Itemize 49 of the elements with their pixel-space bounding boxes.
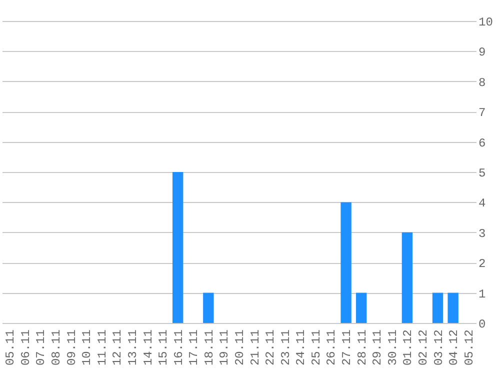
y-tick-label: 3 [478, 226, 486, 241]
x-tick-label: 19.11 [218, 330, 232, 366]
x-tick-label: 14.11 [141, 330, 156, 366]
y-tick-label: 1 [478, 287, 486, 302]
bar [356, 292, 367, 323]
y-tick-label: 9 [478, 46, 486, 60]
x-tick-label: 26.11 [324, 330, 339, 366]
x-tick-label: 10.11 [80, 330, 94, 366]
x-tick-label: 16.11 [172, 330, 186, 366]
x-tick-label: 09.11 [64, 330, 79, 366]
y-tick-label: 5 [478, 166, 486, 180]
bar [172, 172, 184, 323]
x-tick-label: 11.11 [95, 330, 110, 366]
x-tick-label: 29.11 [370, 330, 385, 366]
y-tick-label: 7 [478, 106, 486, 120]
x-tick-label: 23.11 [278, 330, 293, 366]
x-tick-label: 06.11 [18, 330, 33, 366]
bar [432, 292, 444, 323]
y-tick-label: 4 [478, 196, 486, 211]
y-tick-label: 8 [478, 76, 486, 90]
x-tick-label: 02.12 [416, 330, 430, 366]
x-tick-label: 28.11 [355, 330, 370, 366]
y-tick-label: 2 [478, 257, 486, 272]
x-tick-label: 24.11 [294, 330, 308, 366]
bar [340, 202, 352, 323]
y-tick-label: 0 [478, 318, 486, 332]
x-tick-label: 13.11 [126, 330, 140, 366]
x-tick-label: 15.11 [156, 330, 171, 366]
x-tick-label: 22.11 [264, 330, 278, 366]
x-tick-label: 04.12 [447, 330, 462, 366]
x-tick-label: 20.11 [233, 330, 247, 366]
bar [402, 232, 413, 323]
x-tick-label: 27.11 [340, 330, 354, 366]
bar [448, 292, 458, 323]
x-tick-label: 21.11 [248, 330, 262, 366]
x-tick-label: 05.11 [4, 330, 18, 366]
x-tick-label: 05.12 [462, 330, 476, 366]
x-tick-label: 12.11 [110, 330, 125, 366]
x-tick-label: 17.11 [187, 330, 202, 366]
x-tick-label: 08.11 [50, 330, 64, 366]
x-tick-label: 25.11 [309, 330, 324, 366]
x-tick-label: 30.11 [386, 330, 400, 366]
x-tick-label: 18.11 [202, 330, 216, 366]
x-tick-label: 03.12 [432, 330, 446, 366]
bar [203, 292, 214, 323]
y-tick-label: 6 [478, 136, 486, 150]
y-tick-label: 10 [478, 16, 493, 30]
x-tick-label: 07.11 [34, 330, 48, 366]
x-tick-label: 01.12 [401, 330, 416, 366]
